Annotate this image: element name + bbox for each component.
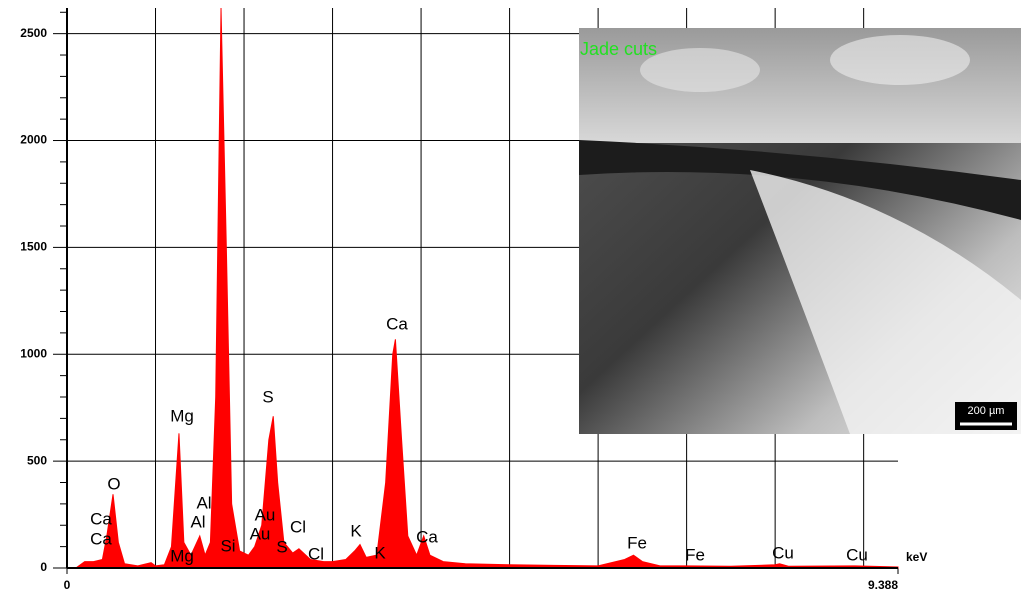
peak-label: Ca xyxy=(90,529,112,548)
peak-label: S xyxy=(262,387,273,406)
peak-label: S xyxy=(276,537,287,556)
peak-label: K xyxy=(374,543,386,562)
peak-label: Cu xyxy=(846,545,868,564)
peak-label: Fe xyxy=(685,545,705,564)
peak-label: Fe xyxy=(627,533,647,552)
peak-label: Cl xyxy=(308,544,324,563)
image-label: Jade cuts xyxy=(580,39,657,59)
peak-label: Cu xyxy=(772,543,794,562)
peak-label: Al xyxy=(190,512,205,531)
peak-label: K xyxy=(350,521,362,540)
peak-label: Si xyxy=(220,536,235,555)
peak-label: Ca xyxy=(90,509,112,528)
y-tick-label: 0 xyxy=(40,560,47,574)
scale-bar-label: 200 µm xyxy=(968,405,1005,417)
peak-label: O xyxy=(107,474,120,493)
y-tick-label: 2500 xyxy=(20,26,47,40)
peak-label: Al xyxy=(196,493,211,512)
peak-label: Ca xyxy=(386,314,408,333)
peak-label: Au xyxy=(255,505,276,524)
peak-label: Mg xyxy=(170,546,194,565)
peak-label: Mg xyxy=(170,406,194,425)
y-tick-label: 500 xyxy=(27,453,47,467)
spectrum xyxy=(74,7,899,569)
y-tick-label: 2000 xyxy=(20,133,47,147)
peak-label: Ca xyxy=(416,527,438,546)
y-tick-label: 1500 xyxy=(20,240,47,254)
peak-label: Cl xyxy=(290,517,306,536)
x-tick-label: 9.388 xyxy=(868,578,898,592)
peak-label: Au xyxy=(250,524,271,543)
sem-image: 200 µm Jade cuts xyxy=(579,28,1021,434)
x-unit: keV xyxy=(906,550,927,564)
x-tick-label: 0 xyxy=(64,578,71,592)
y-tick-label: 1000 xyxy=(20,346,47,360)
